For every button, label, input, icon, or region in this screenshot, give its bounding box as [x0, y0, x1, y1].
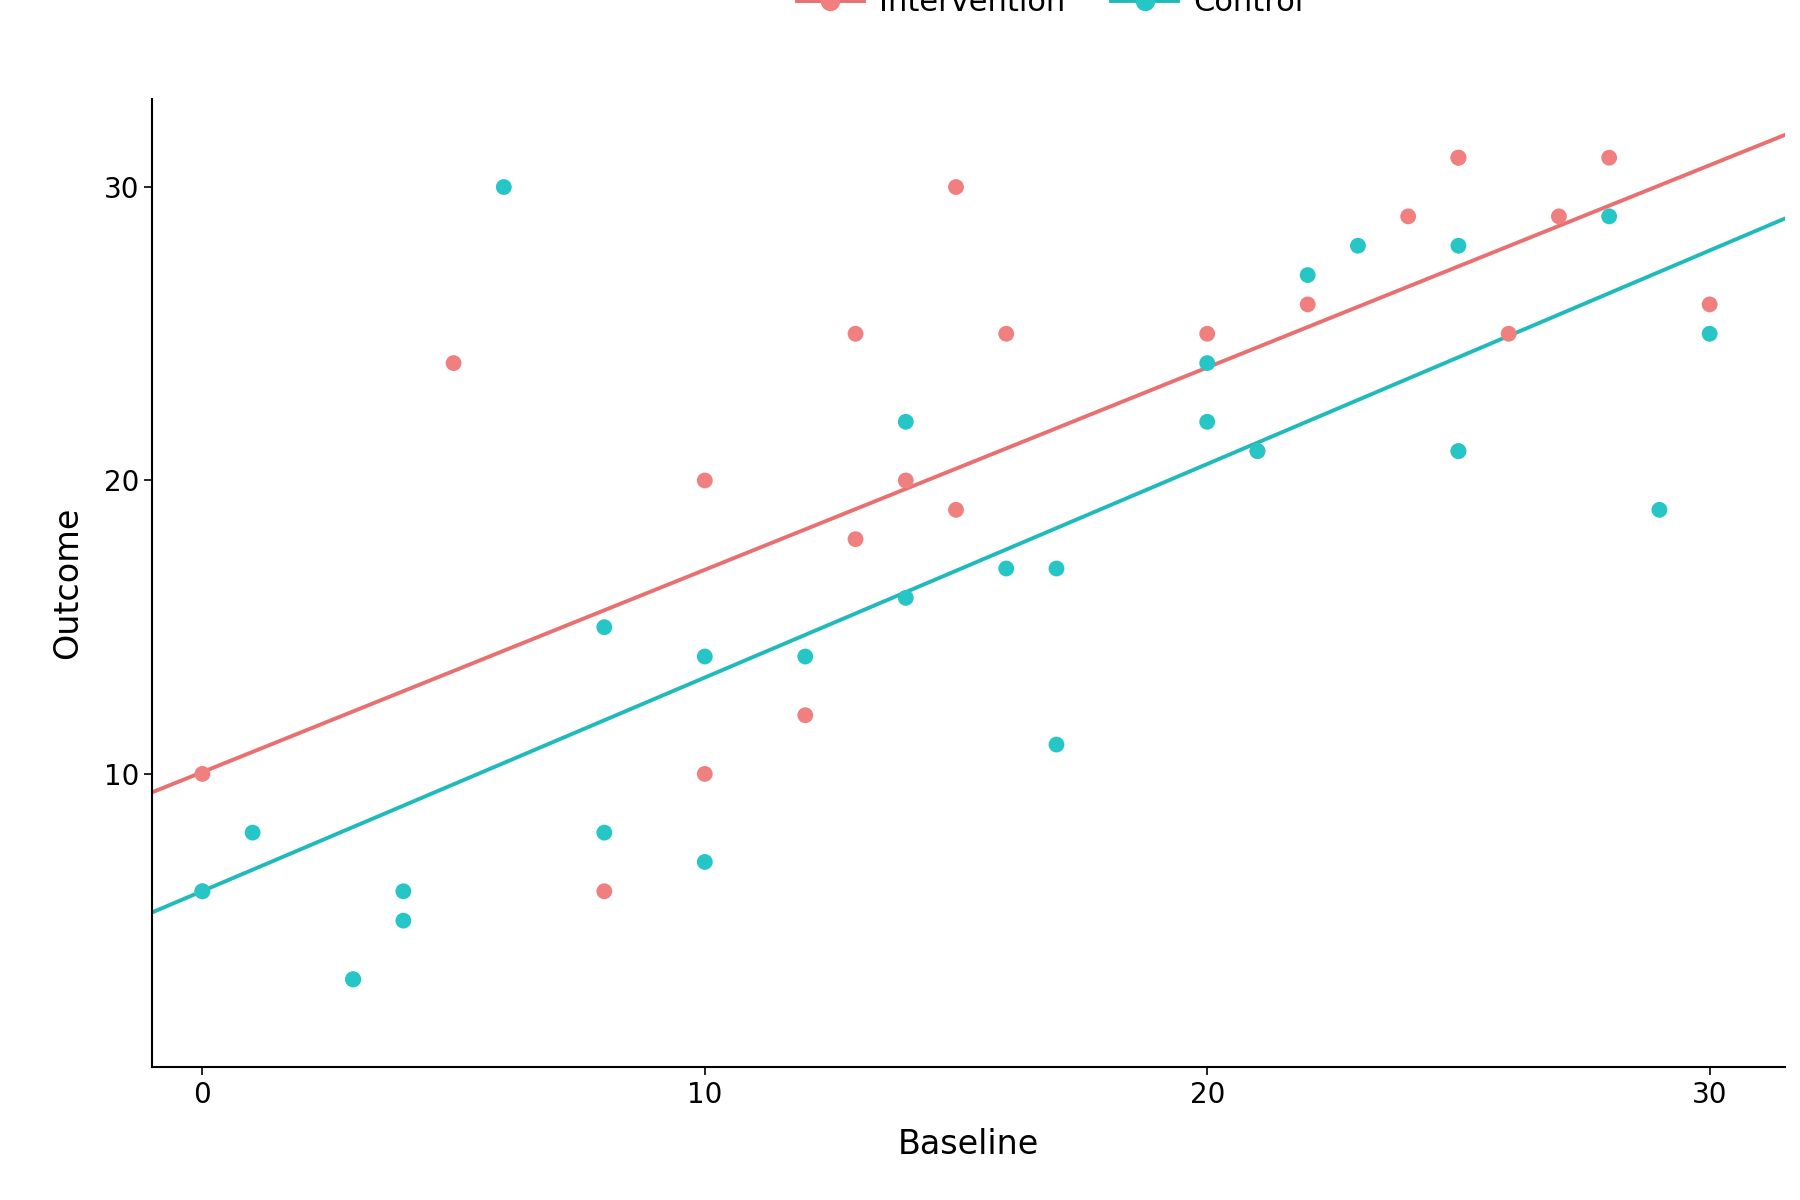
Point: [941, 178, 970, 197]
Point: [691, 470, 720, 490]
Point: [1444, 148, 1472, 167]
Y-axis label: Outcome: Outcome: [50, 506, 85, 659]
Point: [790, 647, 819, 666]
Point: [238, 823, 266, 842]
Point: [1193, 354, 1222, 373]
Point: [590, 618, 619, 637]
Point: [187, 882, 216, 901]
Point: [1244, 442, 1273, 461]
Point: [490, 178, 518, 197]
Point: [790, 706, 819, 725]
Point: [691, 852, 720, 871]
Point: [992, 559, 1021, 578]
Point: [1444, 236, 1472, 256]
Point: [992, 324, 1021, 343]
Point: [1393, 206, 1422, 226]
Point: [891, 412, 920, 431]
Point: [1696, 324, 1724, 343]
Point: [691, 647, 720, 666]
Point: [389, 882, 418, 901]
Point: [941, 500, 970, 520]
Point: [691, 764, 720, 784]
Point: [1595, 148, 1624, 167]
Point: [1544, 206, 1573, 226]
Point: [841, 324, 869, 343]
Point: [590, 882, 619, 901]
Point: [1696, 295, 1724, 314]
Point: [891, 588, 920, 607]
Point: [187, 882, 216, 901]
X-axis label: Baseline: Baseline: [898, 1128, 1039, 1162]
Point: [187, 764, 216, 784]
Point: [389, 911, 418, 930]
Point: [1595, 206, 1624, 226]
Point: [338, 970, 367, 989]
Point: [841, 529, 869, 548]
Point: [439, 354, 468, 373]
Legend: Intervention, Control: Intervention, Control: [797, 0, 1303, 17]
Point: [590, 823, 619, 842]
Point: [1494, 324, 1523, 343]
Point: [1444, 442, 1472, 461]
Point: [891, 470, 920, 490]
Point: [338, 970, 367, 989]
Point: [1444, 148, 1472, 167]
Point: [1294, 295, 1323, 314]
Point: [1042, 559, 1071, 578]
Point: [1244, 442, 1273, 461]
Point: [1444, 442, 1472, 461]
Point: [1193, 412, 1222, 431]
Point: [1193, 324, 1222, 343]
Point: [1645, 500, 1674, 520]
Point: [1042, 734, 1071, 754]
Point: [1343, 236, 1372, 256]
Point: [1294, 265, 1323, 284]
